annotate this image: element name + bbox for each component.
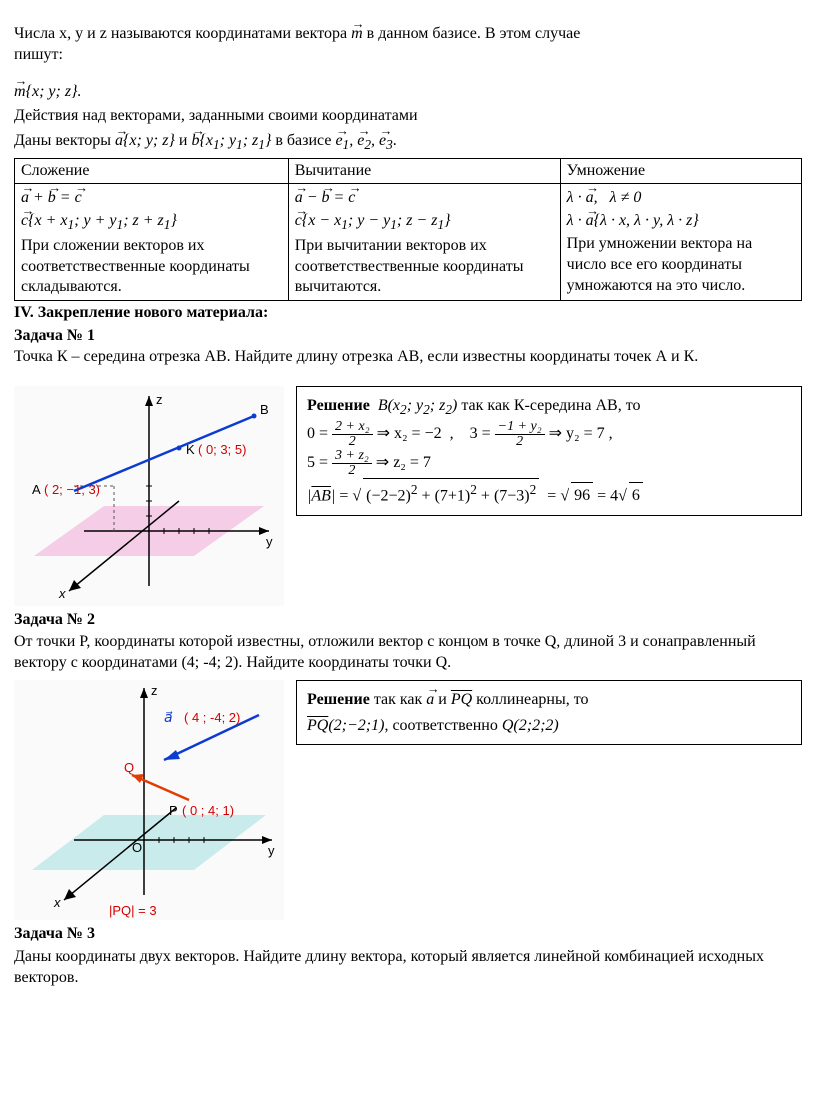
solution-2-box: Решение так как a и PQ коллинеарны, то P… bbox=[296, 680, 802, 745]
cell-sub: a − b = c c{x − x1; y − y1; z − z1} При … bbox=[288, 184, 560, 301]
sol1-lead: Решение bbox=[307, 397, 370, 414]
table-body-row: a + b = c c{x + x1; y + y1; z + z1} При … bbox=[15, 184, 802, 301]
sol2-lead: Решение bbox=[307, 691, 370, 708]
origin-label: O bbox=[132, 840, 142, 855]
cell-mul: λ · a, λ ≠ 0 λ · a{λ · x, λ · y, λ · z} … bbox=[560, 184, 801, 301]
intro-line2: пишут: bbox=[14, 46, 63, 63]
point-k-coords: ( 0; 3; 5) bbox=[198, 442, 246, 457]
vec-a-coords: ( 4 ; -4; 2) bbox=[184, 710, 240, 725]
point-a-label: A bbox=[32, 482, 41, 497]
cell-add: a + b = c c{x + x1; y + y1; z + z1} При … bbox=[15, 184, 289, 301]
task2-text: От точки P, координаты которой известны,… bbox=[14, 632, 802, 674]
task3-title: Задача № 3 bbox=[14, 925, 95, 942]
pq-length: |PQ| = 3 bbox=[109, 903, 157, 918]
axis-x-label: x bbox=[58, 586, 66, 601]
point-q-label: Q bbox=[124, 760, 134, 775]
vec-a-label: a⃗ bbox=[164, 709, 173, 725]
intro-text-pre: Числа x, y и z называются координатами в… bbox=[14, 25, 351, 42]
intro-text-post: в данном базисе. В этом случае bbox=[367, 25, 581, 42]
task3-text: Даны координаты двух векторов. Найдите д… bbox=[14, 947, 802, 989]
ops-subtitle: Действия над векторами, заданными своими… bbox=[14, 106, 802, 127]
task1-text: Точка К – середина отрезка АВ. Найдите д… bbox=[14, 347, 802, 368]
task2-title: Задача № 2 bbox=[14, 611, 95, 628]
sol2-t1: так как bbox=[374, 691, 426, 708]
given-vectors: Даны векторы a{x; y; z} и b{x1; y1; z1} … bbox=[14, 131, 802, 154]
point-a-coords: ( 2; −1; 3) bbox=[44, 482, 100, 497]
cell-mul-text: При умножении вектора на число все его к… bbox=[567, 234, 795, 296]
sol2-t3: коллинеарны, то bbox=[476, 691, 588, 708]
operations-table: Сложение Вычитание Умножение a + b = c c… bbox=[14, 158, 802, 301]
axis-x-label2: x bbox=[53, 895, 61, 910]
point-b-label: B bbox=[260, 402, 269, 417]
point-k-label: K bbox=[186, 442, 195, 457]
sol1-mid: так как К-середина АВ, то bbox=[461, 397, 640, 414]
table-header-row: Сложение Вычитание Умножение bbox=[15, 158, 802, 184]
axis-y-label2: y bbox=[268, 843, 275, 858]
vector-notation: m{x; y; z}. bbox=[14, 82, 802, 103]
vector-m: m bbox=[351, 24, 363, 45]
axis-z-label: z bbox=[156, 392, 163, 407]
axis-y-label: y bbox=[266, 534, 273, 549]
point-p-label: P bbox=[169, 803, 178, 818]
cell-sub-text: При вычитании векторов их соответствеств… bbox=[295, 236, 554, 298]
solution-1-box: Решение B(x2; y2; z2) так как К-середина… bbox=[296, 386, 802, 516]
figure-2: z y x O a⃗ ( 4 ; -4; 2) P ( 0 ; 4; 1) Q … bbox=[14, 680, 284, 920]
sol2-t2: и bbox=[438, 691, 451, 708]
point-p-coords: ( 0 ; 4; 1) bbox=[182, 803, 234, 818]
intro-paragraph: Числа x, y и z называются координатами в… bbox=[14, 24, 802, 66]
axis-z-label2: z bbox=[151, 683, 158, 698]
figure-1: z y x A ( 2; −1; 3) K ( 0; 3; 5) B bbox=[14, 386, 284, 606]
section-4-title: IV. Закрепление нового материала: bbox=[14, 303, 802, 324]
cell-add-text: При сложении векторов их соответствестве… bbox=[21, 236, 282, 298]
task1-title: Задача № 1 bbox=[14, 327, 95, 344]
